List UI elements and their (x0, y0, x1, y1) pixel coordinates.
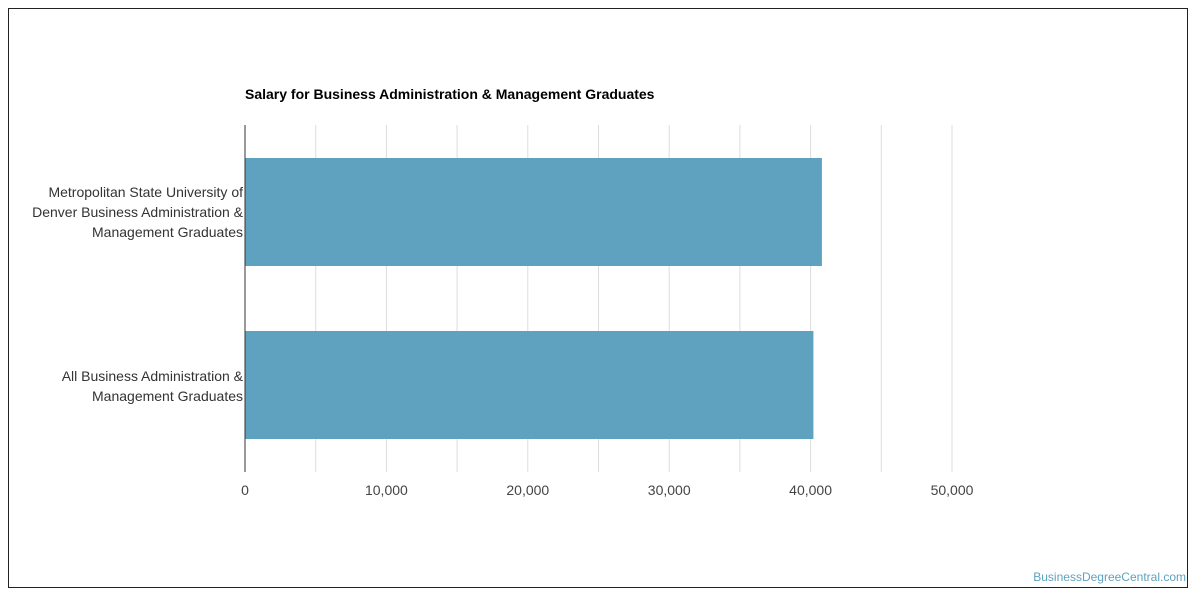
category-label-msu-denver: Metropolitan State University of Denver … (32, 184, 243, 240)
x-tick-label: 50,000 (931, 482, 974, 498)
bar-1 (245, 331, 814, 439)
x-tick-label: 20,000 (506, 482, 549, 498)
x-tick-label: 30,000 (648, 482, 691, 498)
x-tick-label: 40,000 (789, 482, 832, 498)
chart-title: Salary for Business Administration & Man… (245, 86, 655, 102)
x-tick-label: 10,000 (365, 482, 408, 498)
source-credit[interactable]: BusinessDegreeCentral.com (1033, 570, 1186, 584)
x-tick-label: 0 (241, 482, 249, 498)
category-label-all-graduates: All Business Administration & Management… (61, 368, 243, 404)
bar-0 (245, 158, 822, 266)
